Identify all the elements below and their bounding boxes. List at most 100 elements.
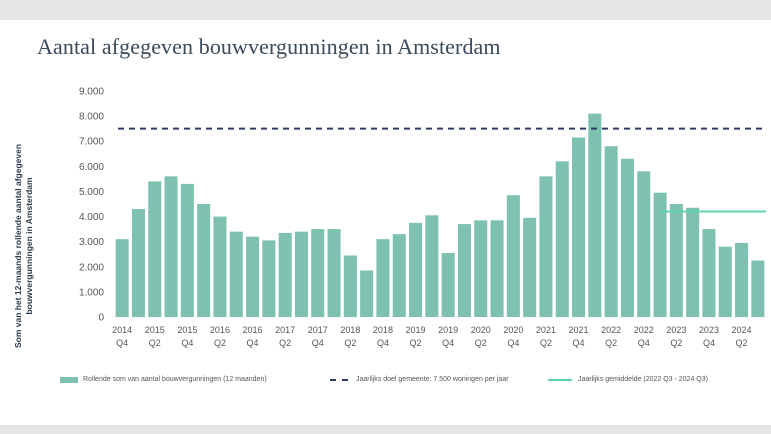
bar <box>376 239 390 317</box>
x-tick-quarter: Q2 <box>736 338 748 348</box>
x-tick-quarter: Q4 <box>247 338 259 348</box>
bar <box>490 220 504 317</box>
y-tick-label: 8.000 <box>79 112 104 123</box>
x-tick-quarter: Q4 <box>703 338 715 348</box>
legend-label-target: Jaarlijks doel gemeente: 7.500 woningen … <box>356 376 509 383</box>
bar <box>180 183 194 317</box>
x-tick-quarter: Q4 <box>507 338 519 348</box>
bar <box>523 217 537 317</box>
x-tick-quarter: Q4 <box>312 338 324 348</box>
y-tick-label: 5.000 <box>79 187 104 198</box>
bar <box>718 246 732 317</box>
y-tick-label: 2.000 <box>79 262 104 273</box>
legend-swatch-average <box>548 378 572 381</box>
bar <box>148 181 162 317</box>
x-tick-quarter: Q2 <box>279 338 291 348</box>
bar <box>751 260 765 317</box>
x-tick-year: 2021 <box>536 325 556 335</box>
x-tick-year: 2016 <box>210 325 230 335</box>
x-tick-quarter: Q4 <box>116 338 128 348</box>
y-tick-label: 7.000 <box>79 137 104 148</box>
x-tick-year: 2024 <box>732 325 752 335</box>
y-tick-label: 6.000 <box>79 162 104 173</box>
chart-title: Aantal afgegeven bouwvergunningen in Ams… <box>37 34 501 59</box>
x-tick-year: 2018 <box>373 325 393 335</box>
bar <box>620 158 634 317</box>
x-tick-quarter: Q2 <box>475 338 487 348</box>
bar <box>278 232 292 317</box>
y-tick-label: 4.000 <box>79 212 104 223</box>
y-tick-label: 0 <box>98 313 104 324</box>
bar <box>702 229 716 317</box>
x-tick-year: 2023 <box>699 325 719 335</box>
bar <box>669 204 683 317</box>
bar <box>197 204 211 317</box>
x-tick-year: 2015 <box>177 325 197 335</box>
bar <box>604 146 618 317</box>
bar <box>588 113 602 317</box>
bar <box>425 215 439 317</box>
legend-item-average: Jaarlijks gemiddelde (2022 Q3 - 2024 Q3) <box>548 376 708 383</box>
bar <box>327 229 341 317</box>
bar <box>539 176 553 317</box>
bar <box>441 252 455 317</box>
bar <box>311 229 325 317</box>
bar <box>164 176 178 317</box>
x-tick-year: 2020 <box>471 325 491 335</box>
x-tick-quarter: Q2 <box>540 338 552 348</box>
x-tick-year: 2022 <box>601 325 621 335</box>
legend-swatch-target <box>330 378 348 381</box>
bar <box>653 192 667 317</box>
bar <box>229 231 243 317</box>
legend-item-bars: Rollende som van aantal bouwvergunningen… <box>60 376 267 383</box>
bar <box>360 270 374 317</box>
chart-panel: Aantal afgegeven bouwvergunningen in Ams… <box>0 20 771 425</box>
bar <box>392 234 406 317</box>
x-tick-quarter: Q2 <box>410 338 422 348</box>
x-tick-year: 2018 <box>340 325 360 335</box>
x-tick-year: 2017 <box>275 325 295 335</box>
x-tick-year: 2021 <box>569 325 589 335</box>
x-tick-quarter: Q4 <box>638 338 650 348</box>
y-tick-label: 1.000 <box>79 287 104 298</box>
x-tick-year: 2017 <box>308 325 328 335</box>
bar-chart: 0 1.000 2.000 3.000 4.000 5.000 6.000 7.000 8.00… <box>79 87 766 348</box>
x-tick-quarter: Q2 <box>605 338 617 348</box>
bar <box>343 255 357 317</box>
y-tick-label: 9.000 <box>79 87 104 98</box>
legend: Rollende som van aantal bouwvergunningen… <box>60 376 760 390</box>
bar <box>115 239 129 317</box>
x-tick-quarter: Q2 <box>344 338 356 348</box>
x-tick-quarter: Q2 <box>670 338 682 348</box>
x-tick-year: 2016 <box>243 325 263 335</box>
bar <box>572 137 586 317</box>
x-tick-quarter: Q2 <box>214 338 226 348</box>
bar <box>506 195 520 317</box>
legend-swatch-bars <box>60 376 78 383</box>
bar <box>246 236 260 317</box>
bar <box>131 209 145 317</box>
legend-item-target: Jaarlijks doel gemeente: 7.500 woningen … <box>330 376 509 383</box>
y-tick-label: 3.000 <box>79 237 104 248</box>
bar <box>213 216 227 317</box>
bar <box>262 240 276 317</box>
bar <box>474 220 488 317</box>
bar <box>735 242 749 317</box>
legend-label-average: Jaarlijks gemiddelde (2022 Q3 - 2024 Q3) <box>578 376 708 383</box>
x-tick-year: 2019 <box>438 325 458 335</box>
x-tick-year: 2023 <box>666 325 686 335</box>
x-tick-year: 2019 <box>406 325 426 335</box>
x-tick-quarter: Q4 <box>181 338 193 348</box>
x-tick-quarter: Q2 <box>149 338 161 348</box>
x-tick-quarter: Q4 <box>377 338 389 348</box>
bar <box>409 222 423 317</box>
x-tick-quarter: Q4 <box>573 338 585 348</box>
x-tick-year: 2014 <box>112 325 132 335</box>
x-tick-quarter: Q4 <box>442 338 454 348</box>
x-tick-year: 2015 <box>145 325 165 335</box>
bar <box>555 161 569 317</box>
x-tick-year: 2022 <box>634 325 654 335</box>
bar <box>457 224 471 317</box>
legend-label-bars: Rollende som van aantal bouwvergunningen… <box>83 376 267 383</box>
bar <box>686 207 700 317</box>
